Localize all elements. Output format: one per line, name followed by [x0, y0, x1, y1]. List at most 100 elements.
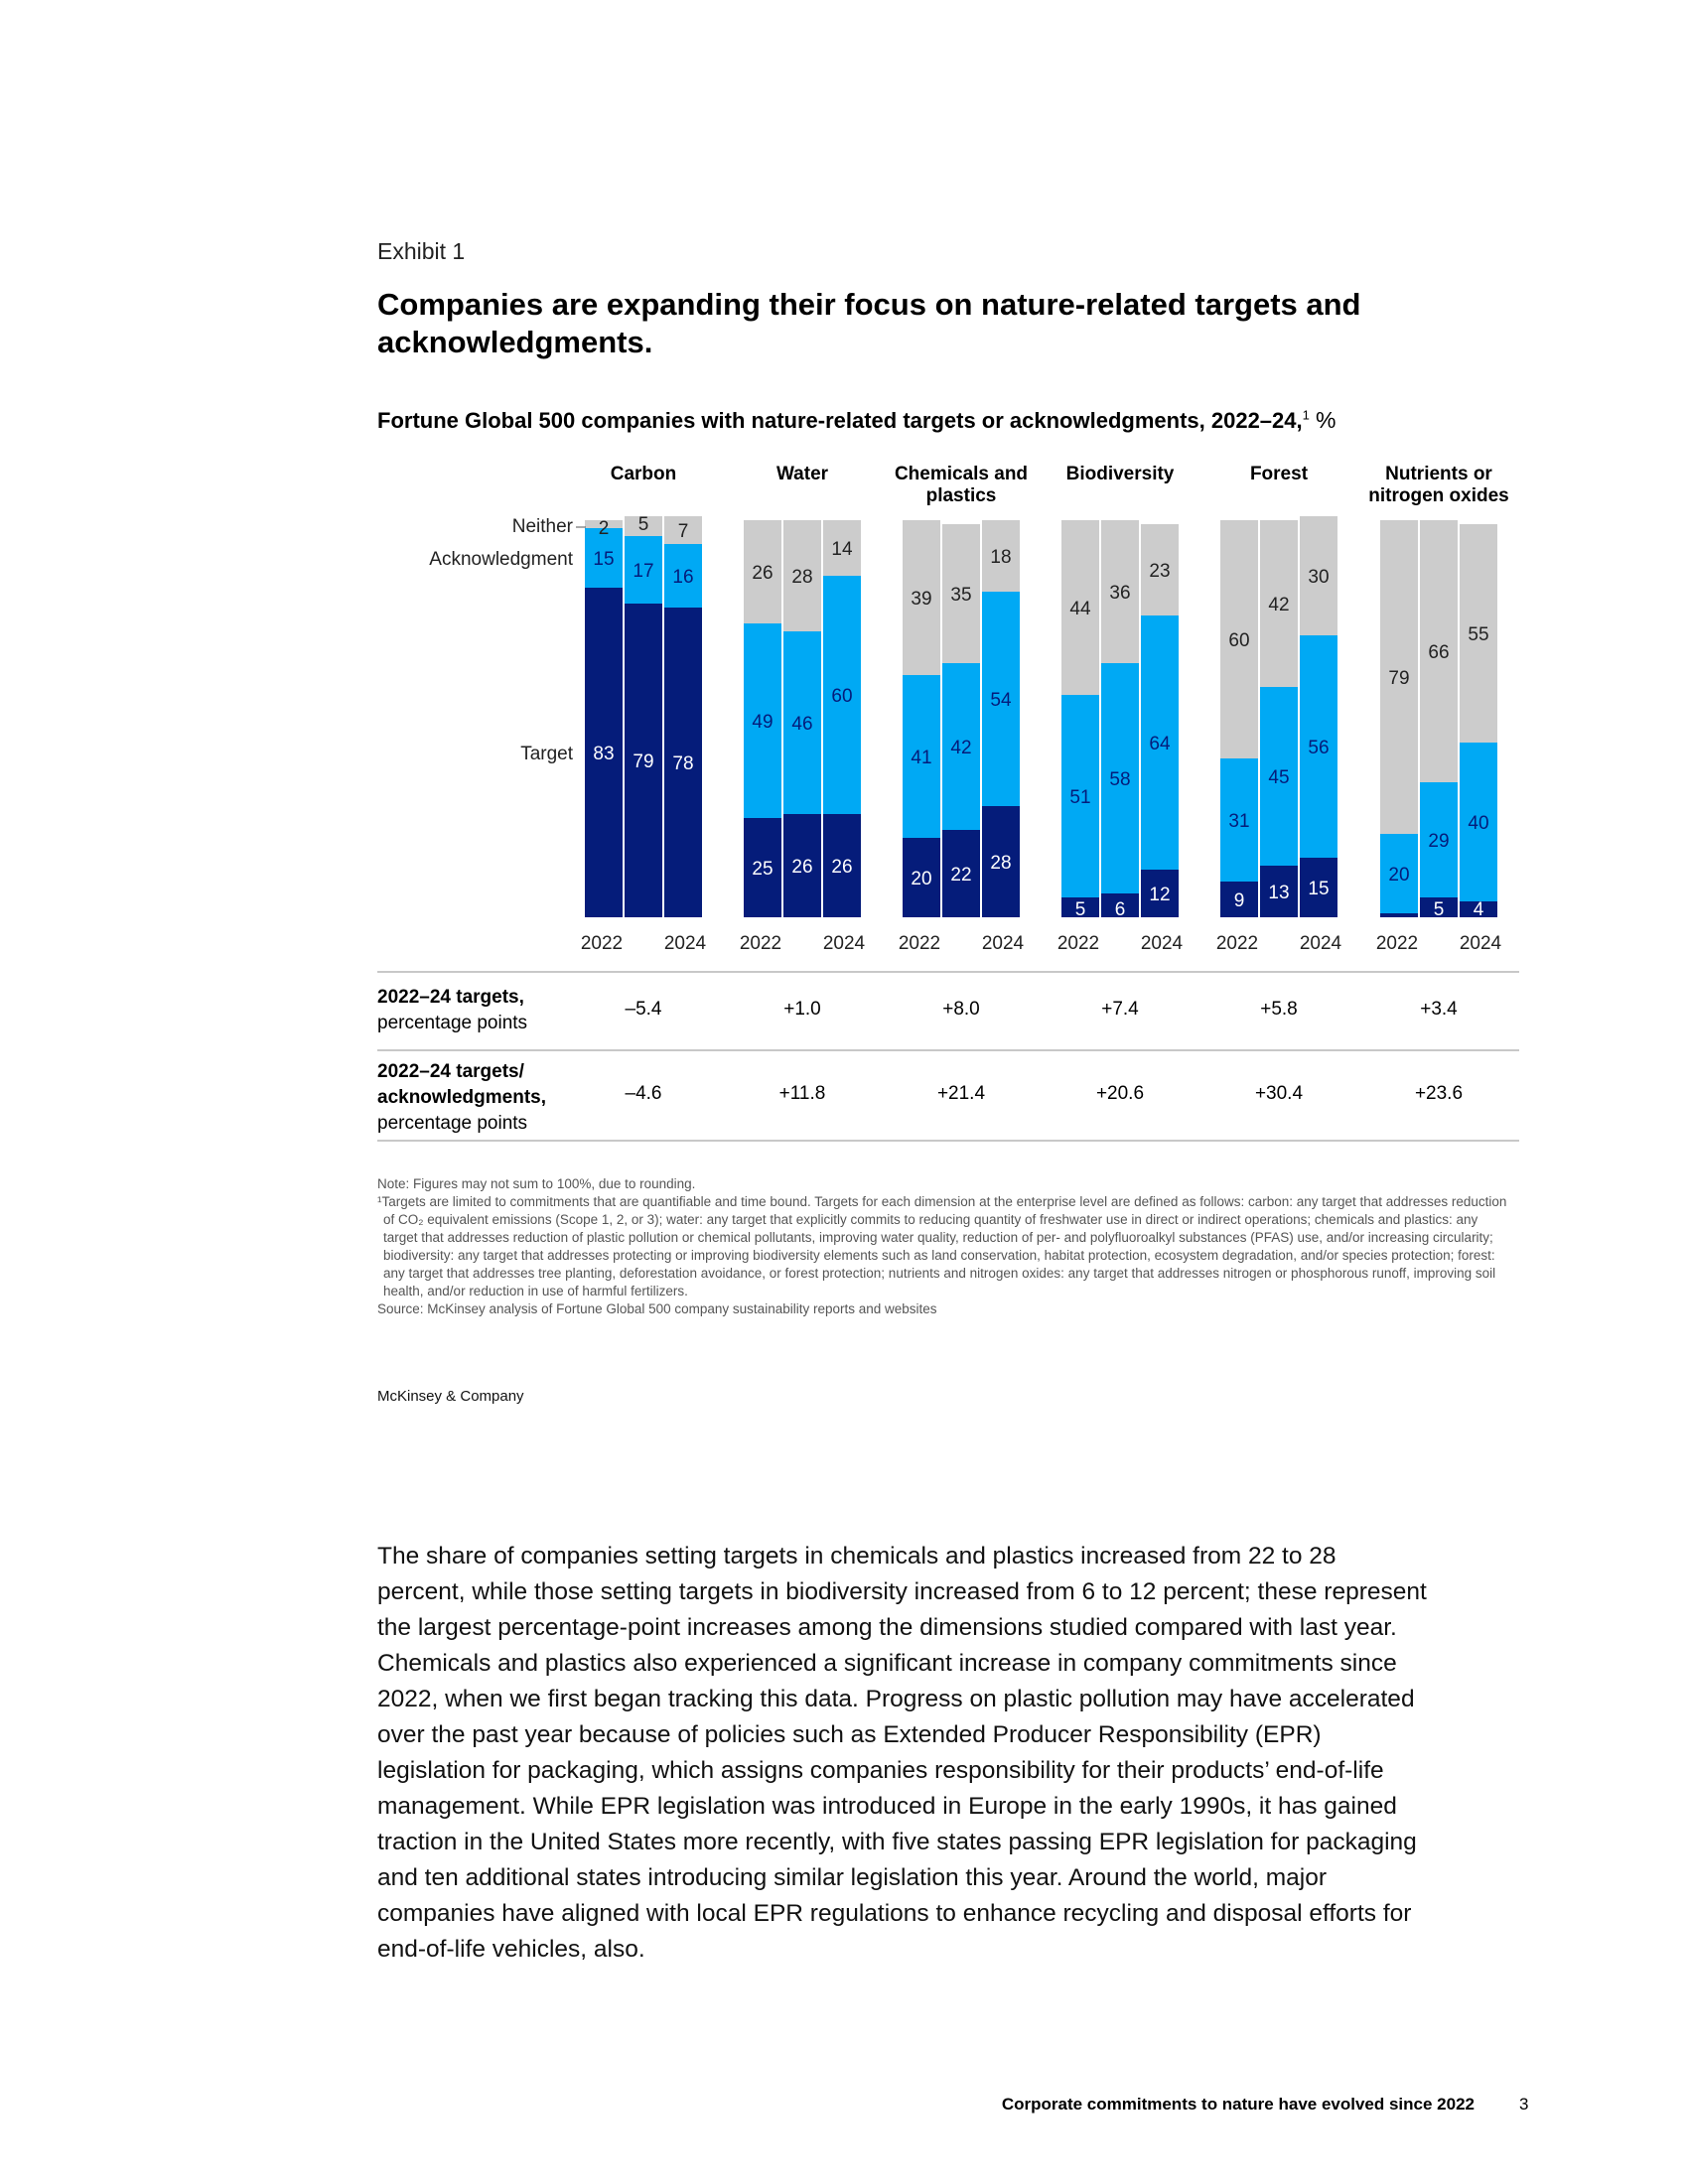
data-label: 25 [752, 859, 773, 880]
summary-value: +7.4 [1101, 999, 1139, 1020]
bar-segment-target [625, 604, 662, 917]
data-label: 15 [1308, 879, 1329, 899]
bar-segment-target [1380, 913, 1418, 917]
bar-segment-neither [585, 520, 623, 528]
chart-notes: Note: Figures may not sum to 100%, due t… [377, 1175, 1509, 1318]
summary-value: +3.4 [1420, 999, 1458, 1020]
data-label: 40 [1468, 813, 1488, 834]
data-label: 49 [752, 712, 773, 733]
bar-segment-target [942, 830, 980, 917]
data-label: 58 [1109, 769, 1130, 790]
bar-segment-neither [1141, 524, 1179, 615]
bar-segment-target [664, 608, 702, 917]
bar-segment-acknowledgment [1101, 663, 1139, 893]
bar-segment-neither [1380, 520, 1418, 834]
data-label: 26 [831, 857, 852, 878]
legend-label-neither: Neither [512, 516, 574, 537]
data-label: 79 [633, 751, 653, 772]
summary-value: +30.4 [1254, 1083, 1304, 1104]
bar-segment-acknowledgment [1260, 687, 1298, 866]
data-label: 22 [950, 865, 971, 886]
summary-value: +23.6 [1414, 1083, 1464, 1104]
bar-segment-target [783, 814, 821, 917]
data-label: 41 [911, 748, 931, 768]
bar-segment-target [744, 818, 781, 917]
group-header-2-1: plastics [926, 485, 997, 506]
bar-segment-neither [1260, 520, 1298, 687]
data-label: 55 [1468, 624, 1488, 645]
body-paragraph: The share of companies setting targets i… [377, 1543, 1427, 1963]
bar-segment-neither [982, 520, 1020, 592]
x-tick-label: 2024 [823, 933, 866, 954]
footer-title: Corporate commitments to nature have evo… [1001, 2095, 1475, 2114]
data-label: 42 [950, 738, 971, 758]
bar-segment-target [1061, 897, 1099, 917]
summary-row-label-bold: 2022–24 targets, [377, 987, 524, 1008]
bar-segment-acknowledgment [1460, 743, 1497, 901]
bar-segment-acknowledgment [982, 592, 1020, 806]
chart-unit: % [1315, 407, 1336, 433]
bar-segment-acknowledgment [942, 663, 980, 830]
footnote-mark: 1 [1302, 407, 1310, 423]
data-label: 66 [1428, 642, 1449, 663]
data-label: 46 [791, 714, 812, 735]
summary-row-label-rest: percentage points [377, 1013, 528, 1033]
bar-segment-acknowledgment [903, 675, 940, 838]
bar-segment-target [1220, 882, 1258, 917]
bar-segment-neither [823, 520, 861, 576]
headline: Companies are expanding their focus on n… [377, 287, 1361, 359]
data-label: 28 [990, 853, 1011, 874]
data-label: 12 [1149, 885, 1170, 905]
x-tick-label: 2022 [1216, 933, 1258, 954]
x-tick-label: 2024 [1460, 933, 1502, 954]
data-label: 35 [950, 585, 971, 606]
bar-segment-neither [744, 520, 781, 623]
group-header-5-0: Nutrients or [1385, 464, 1492, 484]
bar-segment-acknowledgment [1061, 695, 1099, 897]
data-label: 7 [678, 521, 689, 542]
data-label: 60 [1228, 630, 1249, 651]
group-header-1-0: Water [776, 464, 829, 484]
bar-segment-neither [625, 516, 662, 536]
bar-segment-acknowledgment [625, 536, 662, 604]
data-label: 28 [791, 567, 812, 588]
data-label: 44 [1069, 599, 1091, 619]
summary-value: –4.6 [625, 1083, 662, 1104]
data-label: 29 [1428, 831, 1449, 852]
bar-segment-neither [664, 516, 702, 544]
data-label: 60 [831, 686, 852, 707]
bar-segment-acknowledgment [1300, 635, 1337, 858]
note-text: Note: Figures may not sum to 100%, due t… [377, 1176, 696, 1191]
footnote-text: ¹Targets are limited to commitments that… [377, 1194, 1507, 1298]
bar-segment-target [585, 588, 623, 917]
bar-segment-acknowledgment [744, 623, 781, 818]
data-label: 5 [638, 514, 649, 535]
summary-value: +21.4 [936, 1083, 986, 1104]
bar-segment-target [823, 814, 861, 917]
data-label: 6 [1115, 899, 1126, 920]
bar-segment-neither [1061, 520, 1099, 695]
data-label: 83 [593, 744, 614, 764]
x-tick-label: 2024 [1300, 933, 1342, 954]
summary-value: +20.6 [1095, 1083, 1145, 1104]
group-header-4-0: Forest [1250, 464, 1309, 484]
bar-segment-target [1141, 870, 1179, 917]
data-label: 30 [1308, 567, 1329, 588]
summary-value: +11.8 [778, 1083, 826, 1104]
data-label: 15 [593, 549, 614, 570]
bar-segment-target [903, 838, 940, 917]
data-label: 31 [1228, 811, 1249, 832]
data-label: 13 [1268, 883, 1289, 903]
bar-segment-target [1300, 858, 1337, 917]
data-label: 56 [1308, 738, 1329, 758]
x-tick-label: 2022 [899, 933, 940, 954]
x-tick-label: 2024 [664, 933, 707, 954]
data-label: 42 [1268, 595, 1289, 615]
summary-row-label-bold: 2022–24 targets/ acknowledgments, [377, 1061, 546, 1108]
data-label: 18 [990, 547, 1011, 568]
data-label: 45 [1268, 767, 1289, 788]
x-tick-label: 2022 [740, 933, 781, 954]
data-label: 17 [633, 561, 653, 582]
page-number: 3 [1519, 2095, 1529, 2114]
data-label: 9 [1234, 890, 1245, 911]
